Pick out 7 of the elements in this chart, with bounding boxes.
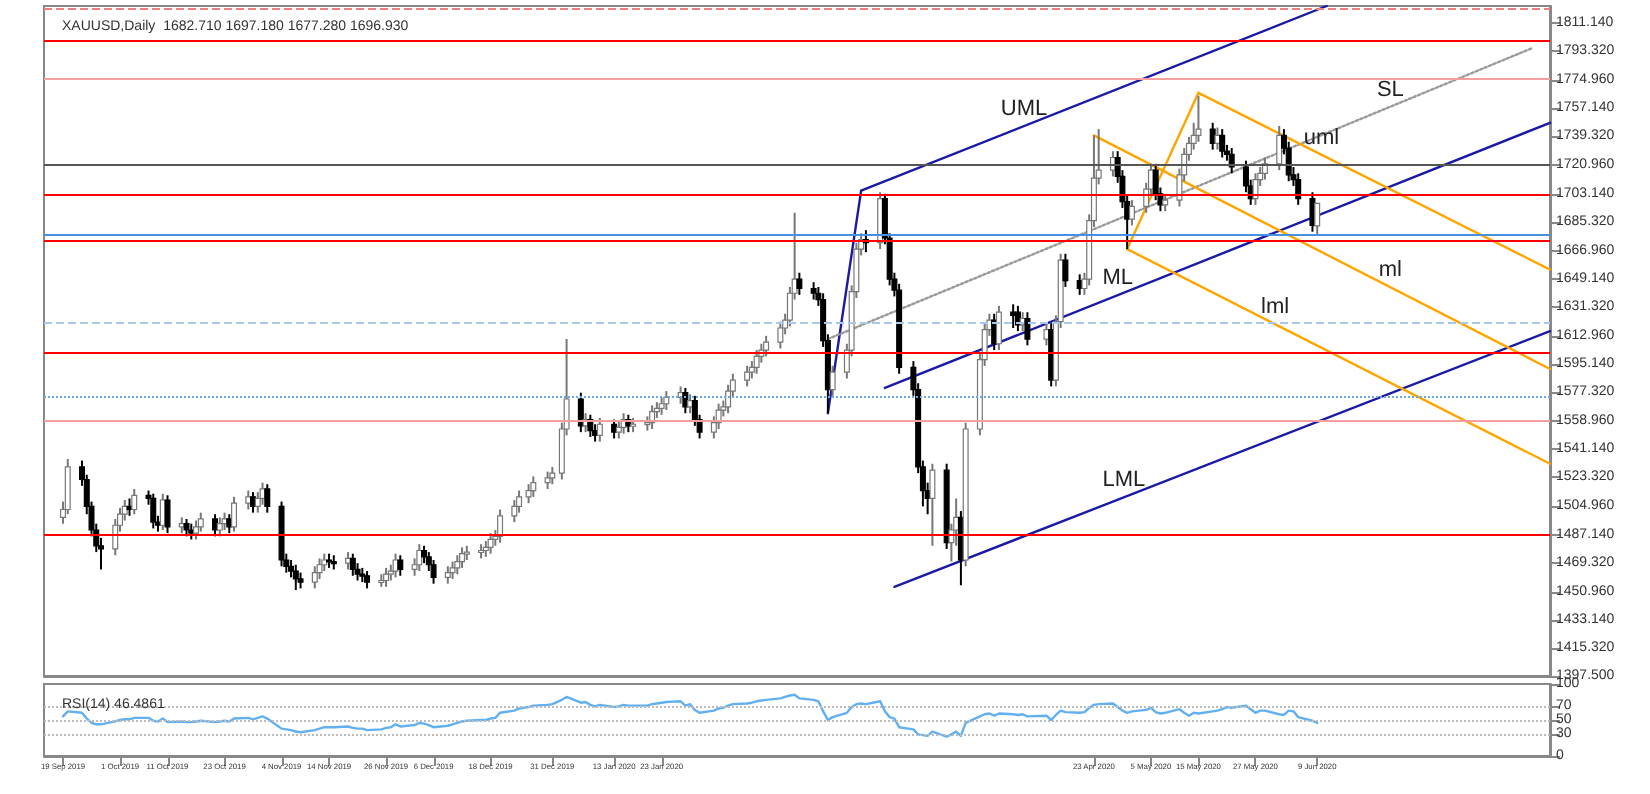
- series-label: lml: [1261, 295, 1290, 320]
- series-label: ml: [1378, 258, 1402, 283]
- series-label: UML: [1000, 97, 1048, 122]
- series-label: LML: [1102, 468, 1146, 493]
- series-label: ML: [1102, 266, 1133, 291]
- series-label: uml: [1303, 125, 1340, 150]
- series-label: SL: [1376, 77, 1404, 102]
